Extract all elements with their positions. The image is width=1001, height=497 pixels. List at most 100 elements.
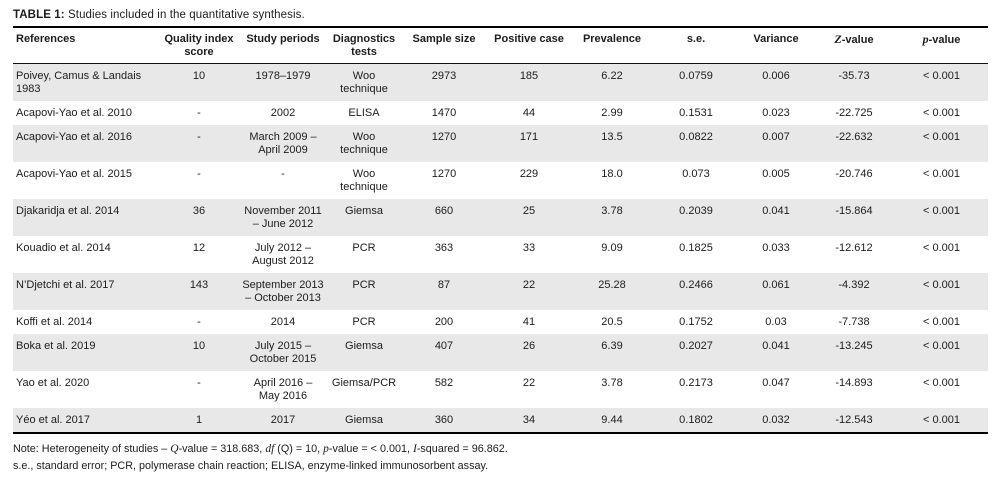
table-cell: 2002 — [270, 107, 296, 119]
table-cell: Giemsa/PCR — [331, 377, 397, 389]
table-title: TABLE 1: Studies included in the quantit… — [13, 8, 988, 28]
table-cell: Yao et al. 2020 — [16, 377, 90, 389]
table-cell: 22 — [522, 279, 536, 291]
table-cell: Djakaridja et al. 2014 — [16, 205, 120, 217]
table-cell: < 0.001 — [922, 131, 960, 143]
table-cell: 3.78 — [601, 377, 623, 389]
table-cell: 0.1531 — [679, 107, 713, 119]
table-row: Acapovi-Yao et al. 2010 - 2002 ELISA 1470 44 2… — [13, 101, 988, 125]
table-cell: 0.005 — [762, 168, 790, 180]
table-cell: -12.543 — [835, 414, 873, 426]
table-row: Kouadio et al. 2014 12 July 2012 – August … — [13, 236, 988, 273]
note-text: -value = < 0.001, — [328, 443, 413, 455]
table-cell: 229 — [519, 168, 539, 180]
note-text: -value = 318.683, — [178, 443, 266, 455]
table-row: Acapovi-Yao et al. 2015 - - Woo technique 12… — [13, 162, 988, 199]
column-header-0: References — [13, 28, 159, 64]
table-cell: 44 — [522, 107, 536, 119]
table-cell: < 0.001 — [922, 414, 960, 426]
table-title-label: TABLE 1: — [13, 9, 65, 21]
column-header-7: s.e. — [653, 28, 739, 64]
table-row: Boka et al. 2019 10 July 2015 – October 20… — [13, 334, 988, 371]
table-cell: 0.1752 — [679, 316, 713, 328]
table-cell: ELISA — [348, 107, 380, 119]
table-cell: 0.007 — [762, 131, 790, 143]
table-row: Yao et al. 2020 - April 2016 – May 2016 Gie… — [13, 371, 988, 408]
table-cell: Kouadio et al. 2014 — [16, 242, 111, 254]
table-cell: -7.738 — [838, 316, 870, 328]
table-cell: 33 — [522, 242, 536, 254]
table-cell: 407 — [434, 340, 454, 352]
table-cell: -22.725 — [835, 107, 873, 119]
table-cell: 0.023 — [762, 107, 790, 119]
table-cell: Yéo et al. 2017 — [16, 414, 91, 426]
table-cell: 0.073 — [682, 168, 710, 180]
table-cell: 0.03 — [765, 316, 787, 328]
note-text: Note: Heterogeneity of studies – — [13, 443, 171, 455]
table-cell: PCR — [352, 279, 376, 291]
paper-table-figure: TABLE 1: Studies included in the quantit… — [13, 8, 988, 475]
table-title-text: Studies included in the quantitative syn… — [64, 9, 305, 21]
table-cell: Giemsa — [345, 340, 383, 352]
table-cell: 26 — [522, 340, 536, 352]
table-cell: March 2009 – April 2009 — [249, 131, 317, 156]
table-cell: 363 — [434, 242, 454, 254]
table-cell: 0.047 — [762, 377, 790, 389]
column-header-2: Study periods — [239, 28, 327, 64]
table-cell: 660 — [434, 205, 454, 217]
table-cell: 582 — [434, 377, 454, 389]
studies-table: References Quality index score Study perio… — [13, 28, 988, 434]
column-header-8: Variance — [739, 28, 813, 64]
table-cell: - — [197, 107, 201, 119]
table-row: Yéo et al. 2017 1 2017 Giemsa 360 34 9.44 0.180… — [13, 408, 988, 433]
table-cell: July 2012 – August 2012 — [252, 242, 314, 267]
note-math-symbol: Q — [170, 443, 179, 455]
table-cell: 3.78 — [601, 205, 623, 217]
column-header-5: Positive case — [487, 28, 571, 64]
note-math-symbol: I — [412, 443, 417, 455]
table-cell: 9.44 — [601, 414, 623, 426]
table-header-row: References Quality index score Study perio… — [13, 28, 988, 64]
column-header-3: Diagnostics tests — [327, 28, 401, 64]
column-header-10: p-value — [895, 28, 988, 64]
column-header-9: Z-value — [813, 28, 895, 64]
table-row: Acapovi-Yao et al. 2016 - March 2009 – Apr… — [13, 125, 988, 162]
table-cell: 2973 — [431, 70, 457, 82]
table-cell: 9.09 — [601, 242, 623, 254]
note-text: -squared = 96.862. — [416, 443, 508, 455]
table-cell: 143 — [189, 279, 209, 291]
column-header-4: Sample size — [401, 28, 487, 64]
table-cell: < 0.001 — [922, 340, 960, 352]
table-cell: 2017 — [270, 414, 296, 426]
table-cell: 25 — [522, 205, 536, 217]
note-math-symbol: p — [323, 443, 329, 455]
table-cell: Woo technique — [340, 131, 388, 156]
table-cell: 2.99 — [601, 107, 623, 119]
table-cell: - — [281, 168, 285, 180]
table-cell: 1470 — [431, 107, 457, 119]
table-cell: 36 — [192, 205, 206, 217]
table-cell: 13.5 — [601, 131, 623, 143]
table-cell: 10 — [192, 340, 206, 352]
table-cell: - — [197, 168, 201, 180]
table-row: N’Djetchi et al. 2017 143 September 2013 –… — [13, 273, 988, 310]
table-cell: 0.2039 — [679, 205, 713, 217]
table-cell: - — [197, 316, 201, 328]
table-cell: 25.28 — [598, 279, 626, 291]
table-cell: 0.0759 — [679, 70, 713, 82]
table-cell: N’Djetchi et al. 2017 — [16, 279, 115, 291]
table-cell: 34 — [522, 414, 536, 426]
table-cell: Giemsa — [345, 205, 383, 217]
table-row: Koffi et al. 2014 - 2014 PCR 200 41 20.5 0.1752… — [13, 310, 988, 334]
table-cell: 0.041 — [762, 205, 790, 217]
table-cell: < 0.001 — [922, 107, 960, 119]
table-cell: Acapovi-Yao et al. 2010 — [16, 107, 132, 119]
table-cell: < 0.001 — [922, 377, 960, 389]
table-cell: July 2015 – October 2015 — [249, 340, 317, 365]
table-cell: PCR — [352, 316, 376, 328]
table-cell: 6.39 — [601, 340, 623, 352]
table-cell: < 0.001 — [922, 279, 960, 291]
table-notes: Note: Heterogeneity of studies – Q-value… — [13, 441, 988, 475]
table-cell: Poivey, Camus & Landais 1983 — [16, 70, 142, 95]
table-cell: 0.032 — [762, 414, 790, 426]
